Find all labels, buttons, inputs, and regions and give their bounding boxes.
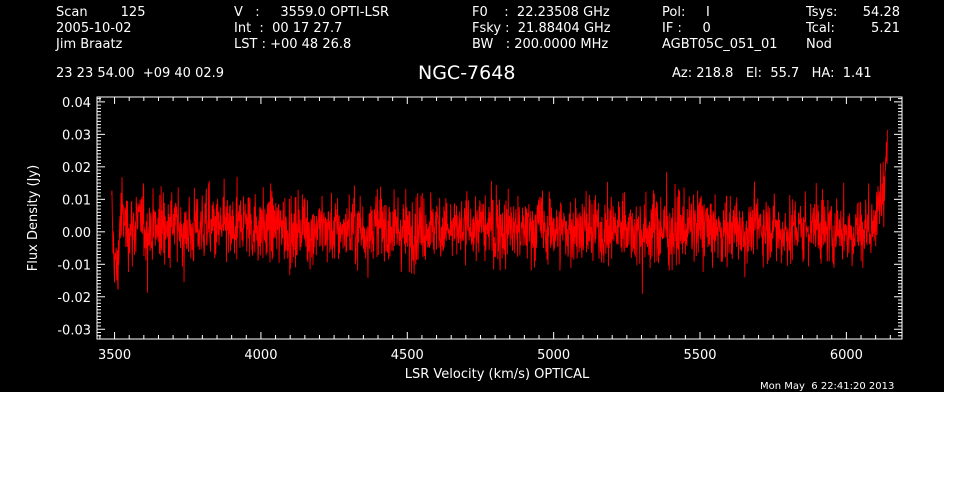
bandwidth-label: BW : 200.0000 MHz — [472, 37, 609, 52]
plot-frame — [96, 96, 903, 340]
x-tick-label: 4500 — [391, 348, 424, 363]
project-label: AGBT05C_051_01 — [662, 37, 778, 52]
x-axis-label: LSR Velocity (km/s) OPTICAL — [405, 367, 590, 382]
sky-frequency-label: Fsky : 21.88404 GHz — [472, 21, 611, 36]
x-tick-label: 5000 — [537, 348, 570, 363]
date-label: 2005-10-02 — [56, 21, 132, 36]
scan-label: Scan 125 — [56, 5, 146, 20]
spectrum-chart: 3500 4000 4500 5000 5500 6000 -0.03 -0.02 -0.01… — [26, 96, 903, 382]
if-label: IF : 0 — [662, 21, 711, 36]
plot-panel: Scan 125 2005-10-02 Jim Braatz V : 3559.… — [0, 0, 944, 392]
y-tick-label: 0.00 — [62, 226, 91, 241]
x-axis-ticks: 3500 4000 4500 5000 5500 6000 — [98, 97, 891, 363]
tcal-label: Tcal: — [806, 21, 835, 36]
velocity-label: V : 3559.0 OPTI-LSR — [234, 5, 390, 20]
polarization-label: Pol: I — [662, 5, 710, 20]
mode-label: Nod — [806, 37, 832, 52]
pointing-label: Az: 218.8 El: 55.7 HA: 1.41 — [672, 66, 872, 81]
timestamp: Mon May 6 22:41:20 2013 — [760, 381, 895, 392]
coordinates-label: 23 23 54.00 +09 40 02.9 — [56, 66, 225, 81]
rest-frequency-label: F0 : 22.23508 GHz — [472, 5, 610, 20]
x-tick-label: 6000 — [830, 348, 863, 363]
y-tick-label: -0.02 — [57, 291, 91, 306]
y-tick-label: 0.02 — [62, 161, 91, 176]
integration-label: Int : 00 17 27.7 — [234, 21, 343, 36]
y-axis-label: Flux Density (Jy) — [26, 165, 41, 271]
observer-label: Jim Braatz — [56, 37, 123, 52]
lst-label: LST : +00 48 26.8 — [234, 37, 352, 52]
y-tick-label: -0.03 — [57, 323, 91, 338]
x-tick-label: 5500 — [683, 348, 716, 363]
y-tick-label: 0.04 — [62, 96, 91, 111]
tsys-label: Tsys: — [806, 5, 838, 20]
tcal-value: 5.21 — [871, 21, 900, 36]
y-tick-label: 0.03 — [62, 128, 91, 143]
source-name: NGC-7648 — [418, 62, 516, 84]
y-tick-label: -0.01 — [57, 258, 91, 273]
y-tick-label: 0.01 — [62, 193, 91, 208]
x-tick-label: 4000 — [244, 348, 277, 363]
x-tick-label: 3500 — [98, 348, 131, 363]
spectrum-trace — [111, 129, 888, 294]
y-axis-ticks: -0.03 -0.02 -0.01 0.00 0.01 0.02 0.03 0.04 — [57, 96, 902, 340]
tsys-value: 54.28 — [862, 5, 900, 20]
spectrum-trace-layer — [111, 129, 888, 294]
